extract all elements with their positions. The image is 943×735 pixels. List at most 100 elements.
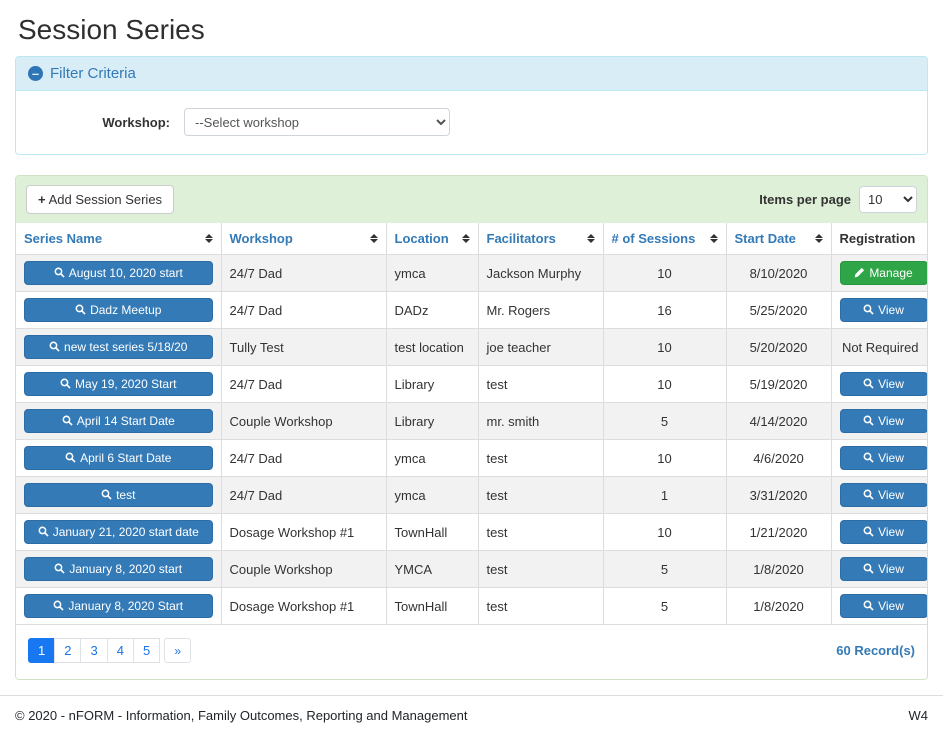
column-header--of-sessions[interactable]: # of Sessions <box>602 223 727 255</box>
registration-button-label: View <box>878 525 904 539</box>
table-row: May 19, 2020 Start 24/7 Dad Library test 10 5… <box>16 365 927 403</box>
workshop-cell: Tully Test <box>220 328 387 366</box>
series-name-label: August 10, 2020 start <box>68 266 183 280</box>
view-registration-button[interactable]: View <box>839 446 927 470</box>
view-registration-button[interactable]: View <box>839 483 927 507</box>
series-name-label: Dadz Meetup <box>90 303 162 317</box>
registration-button-label: View <box>878 451 904 465</box>
page-button-2[interactable]: 2 <box>54 638 82 663</box>
column-label: Facilitators <box>486 231 556 246</box>
sort-icon[interactable] <box>814 234 823 243</box>
registration-cell: Not Required <box>830 328 927 366</box>
column-header-series-name[interactable]: Series Name <box>16 223 222 255</box>
table-row: April 6 Start Date 24/7 Dad ymca test 10 4/6/… <box>16 439 927 477</box>
series-name-button[interactable]: May 19, 2020 Start <box>24 372 213 396</box>
magnifier-icon <box>54 563 65 574</box>
view-registration-button[interactable]: View <box>839 298 927 322</box>
sort-icon[interactable] <box>709 234 718 243</box>
sessions-cell: 5 <box>602 402 727 440</box>
registration-cell: View <box>830 587 927 625</box>
column-header-facilitators[interactable]: Facilitators <box>477 223 604 255</box>
page-button-3[interactable]: 3 <box>80 638 108 663</box>
table-row: January 21, 2020 start date Dosage Worksh… <box>16 513 927 551</box>
filter-criteria-title: Filter Criteria <box>50 65 136 82</box>
sessions-cell: 10 <box>602 365 727 403</box>
sessions-cell: 10 <box>602 513 727 551</box>
location-cell: TownHall <box>385 587 479 625</box>
column-header-workshop[interactable]: Workshop <box>220 223 387 255</box>
site-footer: © 2020 - nFORM - Information, Family Out… <box>0 695 943 735</box>
facilitators-cell: joe teacher <box>477 328 604 366</box>
start-date-cell: 5/20/2020 <box>725 328 832 366</box>
sort-icon[interactable] <box>461 234 470 243</box>
table-toolbar: + Add Session Series Items per page 10 <box>16 176 927 223</box>
view-registration-button[interactable]: View <box>839 557 927 581</box>
start-date-cell: 4/14/2020 <box>725 402 832 440</box>
series-name-cell: new test series 5/18/20 <box>16 328 222 366</box>
location-cell: ymca <box>385 439 479 477</box>
series-name-button[interactable]: new test series 5/18/20 <box>24 335 213 359</box>
registration-cell: Manage <box>830 254 927 292</box>
page-button-5[interactable]: 5 <box>132 638 161 663</box>
series-name-button[interactable]: January 8, 2020 start <box>24 557 213 581</box>
facilitators-cell: test <box>477 513 604 551</box>
column-label: Start Date <box>734 231 796 246</box>
filter-panel: – Filter Criteria Workshop: --Select wor… <box>15 56 928 155</box>
page-button-4[interactable]: 4 <box>106 638 134 663</box>
facilitators-cell: test <box>477 550 604 588</box>
registration-cell: View <box>830 365 927 403</box>
series-name-cell: Dadz Meetup <box>16 291 222 329</box>
sort-icon[interactable] <box>369 234 378 243</box>
filter-criteria-header[interactable]: – Filter Criteria <box>16 57 927 91</box>
sessions-cell: 10 <box>602 439 727 477</box>
view-registration-button[interactable]: View <box>839 594 927 618</box>
facilitators-cell: test <box>477 587 604 625</box>
items-per-page-wrap: Items per page 10 <box>759 186 917 213</box>
series-name-button[interactable]: April 6 Start Date <box>24 446 213 470</box>
series-name-label: May 19, 2020 Start <box>75 377 177 391</box>
collapse-minus-icon[interactable]: – <box>28 66 43 81</box>
sort-icon[interactable] <box>204 234 213 243</box>
sessions-cell: 16 <box>602 291 727 329</box>
magnifier-icon <box>75 304 86 315</box>
series-name-button[interactable]: April 14 Start Date <box>24 409 213 433</box>
column-header-registration: Registration <box>830 223 927 255</box>
start-date-cell: 3/31/2020 <box>725 476 832 514</box>
series-name-button[interactable]: January 8, 2020 Start <box>24 594 213 618</box>
page-button-1[interactable]: 1 <box>28 638 56 663</box>
registration-cell: View <box>830 513 927 551</box>
next-page-button[interactable]: » <box>164 638 192 663</box>
series-name-button[interactable]: Dadz Meetup <box>24 298 213 322</box>
column-label: Registration <box>839 231 916 246</box>
start-date-cell: 8/10/2020 <box>725 254 832 292</box>
series-name-label: January 8, 2020 Start <box>68 599 184 613</box>
column-header-start-date[interactable]: Start Date <box>725 223 832 255</box>
series-name-cell: January 8, 2020 start <box>16 550 222 588</box>
series-name-button[interactable]: test <box>24 483 213 507</box>
table-row: April 14 Start Date Couple Workshop Librar… <box>16 402 927 440</box>
sort-icon[interactable] <box>586 234 595 243</box>
series-name-cell: August 10, 2020 start <box>16 254 222 292</box>
manage-registration-button[interactable]: Manage <box>839 261 927 285</box>
workshop-cell: Dosage Workshop #1 <box>220 513 387 551</box>
series-name-button[interactable]: August 10, 2020 start <box>24 261 213 285</box>
registration-cell: View <box>830 550 927 588</box>
workshop-label: Workshop: <box>102 114 170 130</box>
view-registration-button[interactable]: View <box>839 372 927 396</box>
series-name-button[interactable]: January 21, 2020 start date <box>24 520 213 544</box>
items-per-page-select[interactable]: 10 <box>859 186 917 213</box>
add-session-series-button[interactable]: + Add Session Series <box>26 185 175 214</box>
session-series-table-panel: + Add Session Series Items per page 10 Se… <box>15 175 928 680</box>
magnifier-icon <box>49 341 60 352</box>
series-name-label: test <box>116 488 136 502</box>
column-header-location[interactable]: Location <box>385 223 479 255</box>
series-name-label: January 8, 2020 start <box>69 562 183 576</box>
session-series-table: Series Name Workshop Location Facilitators #… <box>16 223 927 625</box>
view-registration-button[interactable]: View <box>839 409 927 433</box>
registration-cell: View <box>830 439 927 477</box>
workshop-select[interactable]: --Select workshop <box>184 108 450 136</box>
column-label: Location <box>394 231 449 246</box>
filter-body: Workshop: --Select workshop <box>16 91 927 154</box>
registration-cell: View <box>830 291 927 329</box>
view-registration-button[interactable]: View <box>839 520 927 544</box>
